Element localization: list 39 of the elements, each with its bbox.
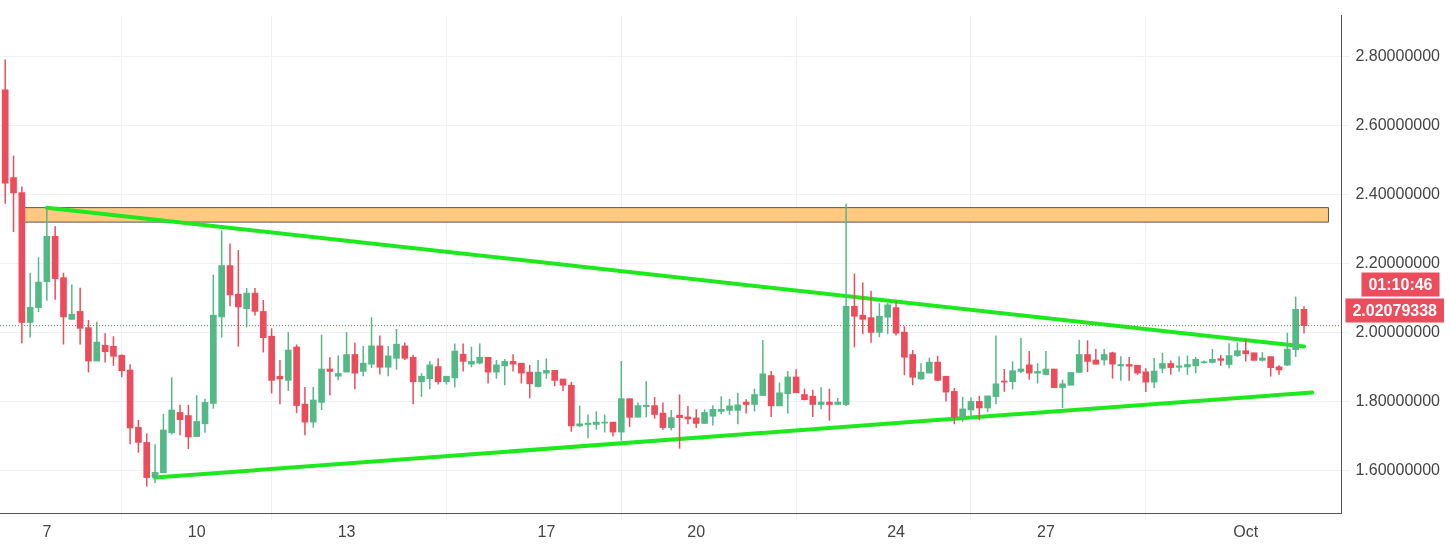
candlestick	[1267, 355, 1275, 378]
candlestick	[1009, 360, 1016, 391]
x-tick-label: 17	[537, 522, 556, 540]
y-tick-label: 1.80000000	[1355, 392, 1441, 410]
candlestick	[751, 387, 758, 413]
candlestick	[293, 343, 300, 414]
candlestick	[1084, 339, 1091, 373]
text: 01:10:46	[1368, 276, 1433, 294]
x-tick-label: 24	[887, 522, 906, 540]
y-tick-label: 2.00000000	[1355, 323, 1441, 341]
candlestick	[951, 387, 958, 425]
candlestick	[284, 331, 292, 392]
candlestick	[617, 360, 625, 442]
x-tick-label: Oct	[1233, 522, 1259, 540]
x-tick-label: 13	[337, 522, 356, 540]
x-tick-label: 27	[1037, 522, 1055, 540]
candlestick	[193, 394, 201, 438]
x-tick-label: 7	[42, 522, 52, 540]
y-tick-label: 1.60000000	[1355, 461, 1441, 479]
candlestick	[826, 387, 833, 422]
candlestick	[1109, 351, 1116, 380]
candlestick	[1059, 378, 1066, 409]
candlestick	[626, 397, 633, 428]
candlestick	[185, 404, 192, 450]
candlestick	[651, 396, 658, 420]
candlestick	[959, 396, 966, 423]
candlestick	[1242, 338, 1250, 363]
candlestick	[676, 393, 683, 450]
candlestick	[667, 409, 675, 432]
x-tick-label: 20	[687, 522, 706, 540]
y-tick-label: 2.20000000	[1355, 254, 1441, 272]
x-tick-label: 10	[187, 522, 206, 540]
y-tick-label: 2.80000000	[1355, 47, 1441, 65]
candlestick	[1159, 352, 1166, 374]
candlestick	[934, 355, 942, 382]
y-tick-label: 2.60000000	[1355, 116, 1441, 134]
legend-label: 2.02079338	[1352, 302, 1438, 320]
y-tick-label: 2.40000000	[1355, 185, 1441, 203]
candlestick	[576, 404, 583, 428]
